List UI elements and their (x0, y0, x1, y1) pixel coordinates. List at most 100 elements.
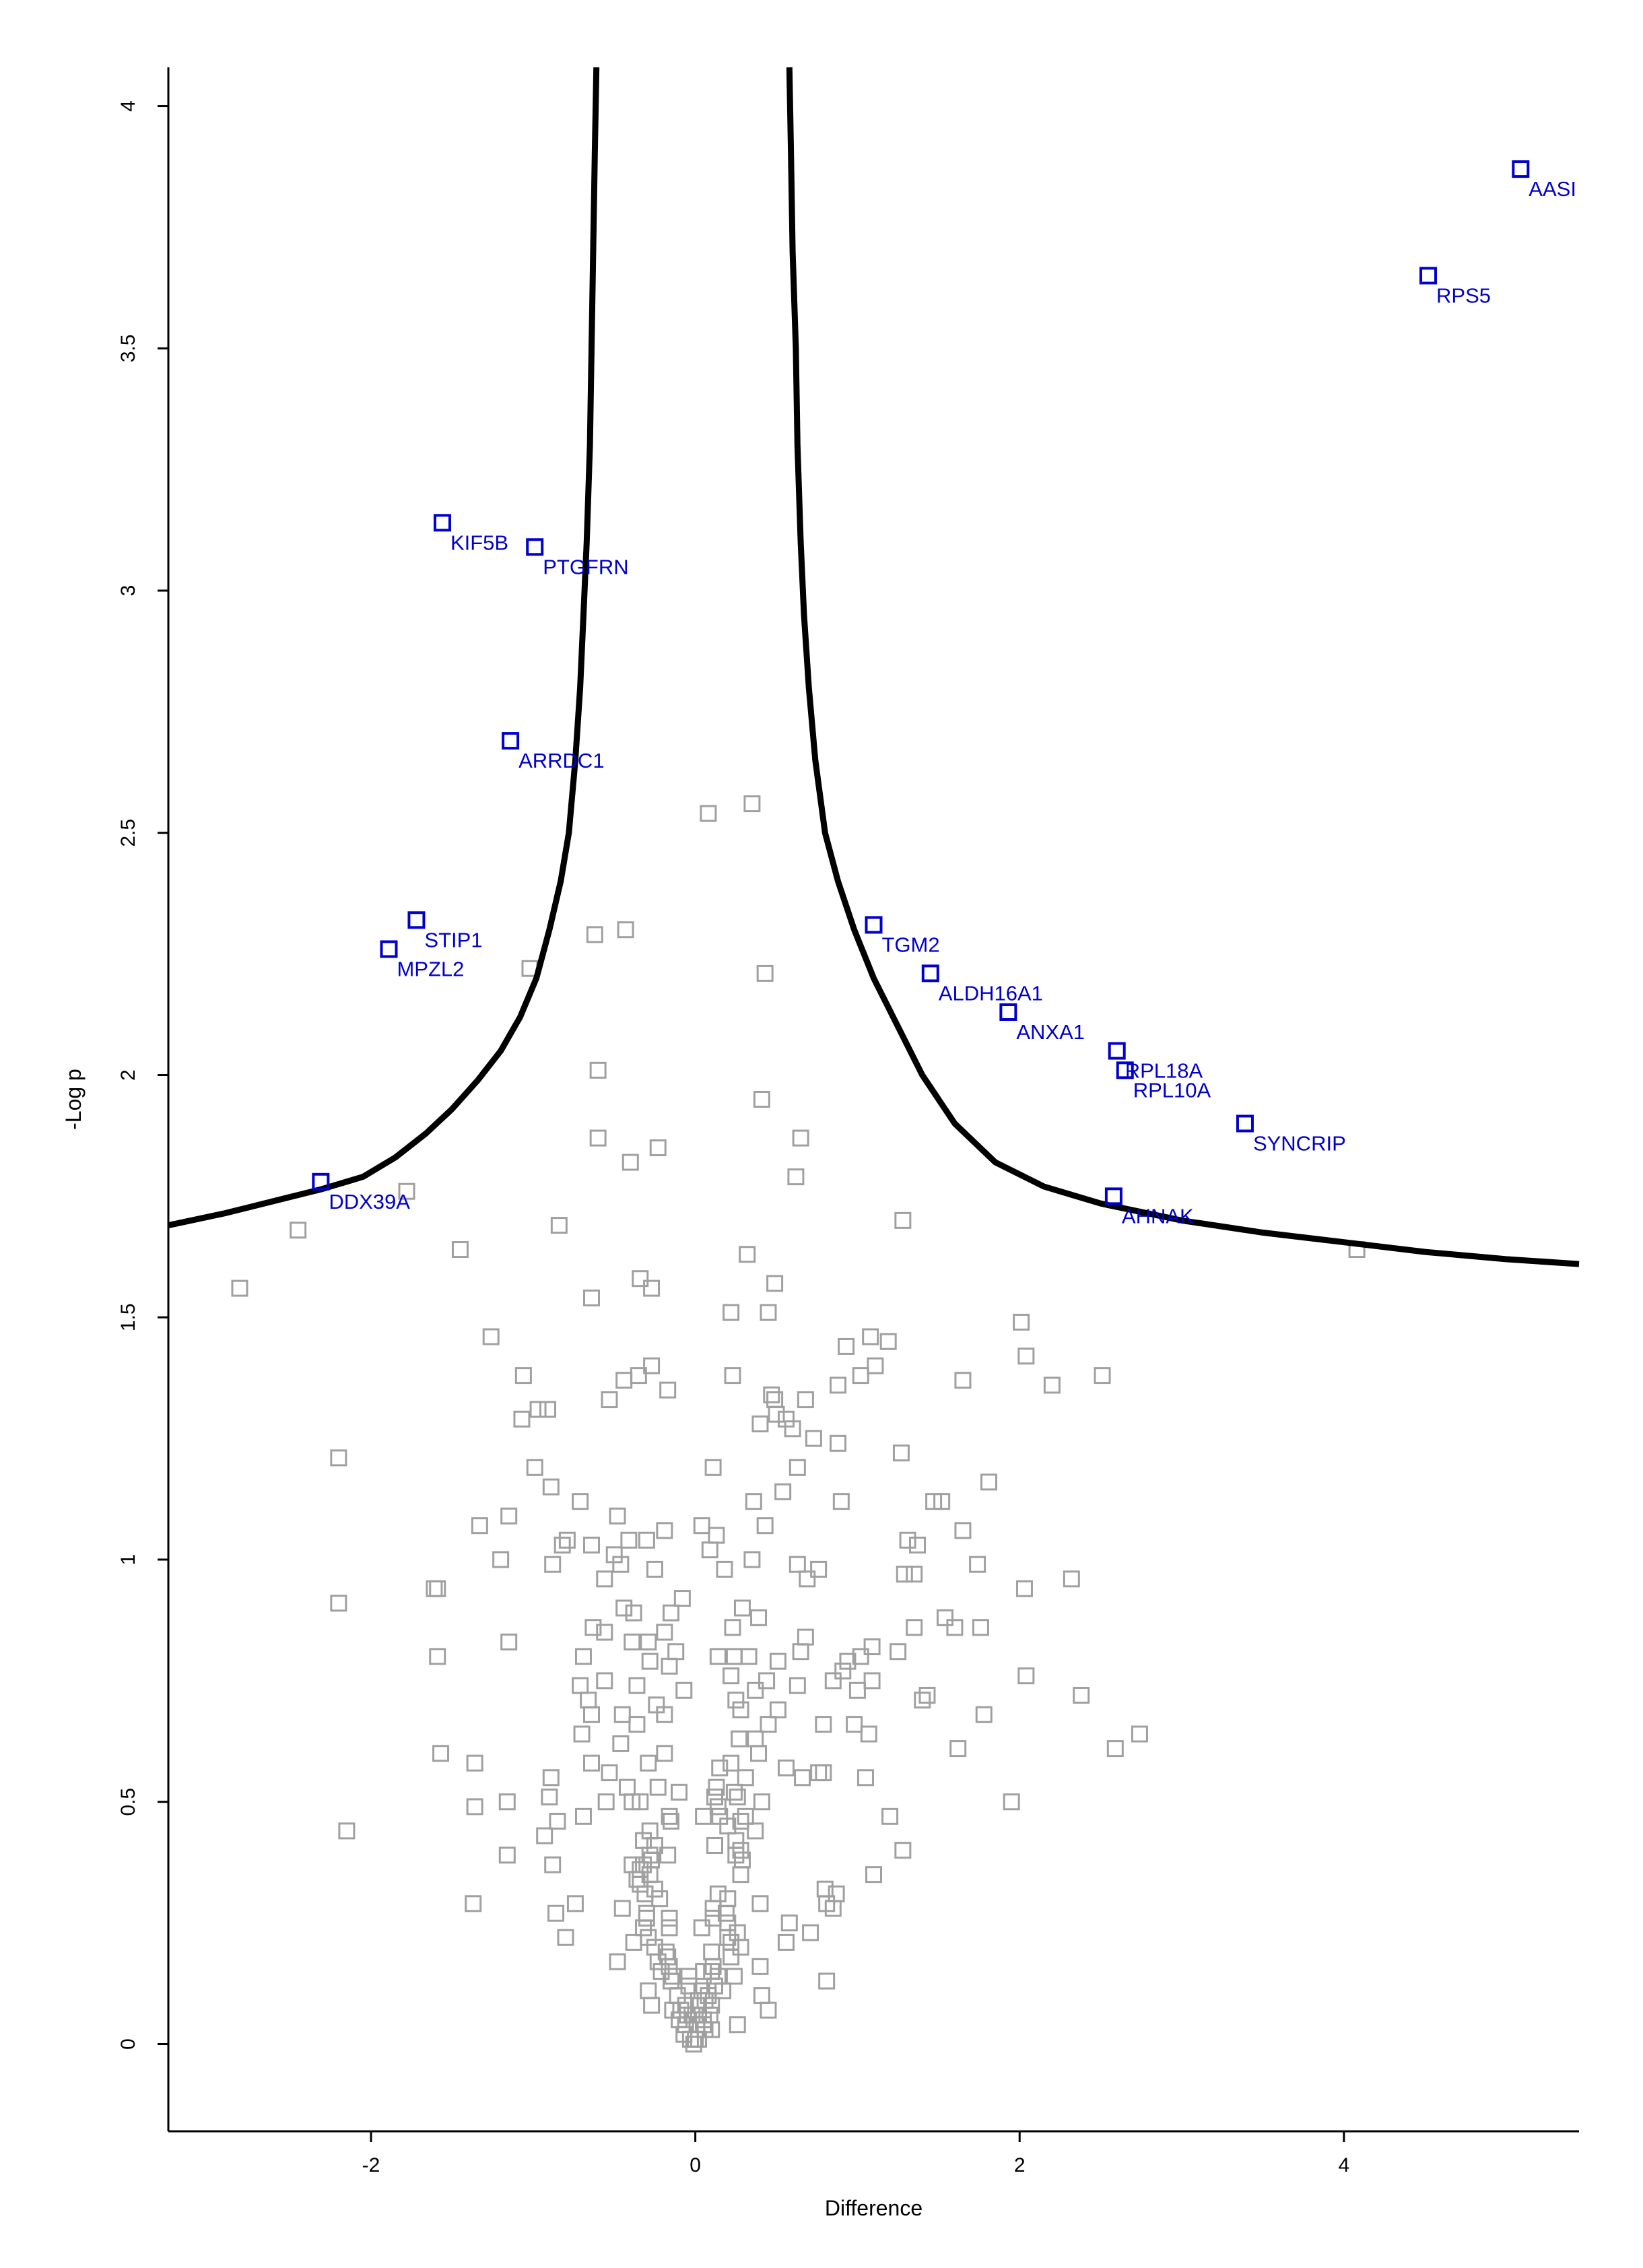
y-tick-label: 3.5 (117, 334, 139, 362)
data-point (894, 1211, 912, 1229)
data-point (622, 1154, 639, 1171)
y-tick-label: 2 (117, 1069, 139, 1081)
threshold-curve-right (786, 67, 1580, 1267)
data-point (789, 1677, 806, 1694)
data-point (725, 1968, 743, 1985)
data-point (693, 1919, 710, 1937)
data-point (426, 1580, 443, 1597)
data-point (635, 1919, 652, 1937)
point-label: MPZL2 (397, 957, 464, 980)
data-point (661, 1807, 678, 1825)
data-point (640, 1754, 657, 1772)
data-point (482, 1328, 500, 1345)
data-point (787, 1168, 805, 1186)
data-point (667, 1643, 685, 1661)
data-point (541, 1789, 558, 1806)
data-point (832, 1493, 850, 1510)
significant-point (1236, 1114, 1254, 1133)
data-point (597, 1793, 615, 1811)
data-point (763, 1386, 780, 1403)
data-point (466, 1798, 483, 1815)
data-point (583, 1289, 600, 1306)
data-point (852, 1367, 869, 1385)
data-point (601, 1391, 618, 1409)
data-point (774, 1483, 792, 1500)
data-point (1131, 1725, 1148, 1743)
data-point (536, 1827, 554, 1844)
data-point (659, 1381, 677, 1399)
data-point (828, 1885, 845, 1902)
point-label: AASI (1529, 177, 1576, 201)
data-point (769, 1701, 786, 1719)
data-point (894, 1842, 912, 1859)
significant-point (921, 964, 939, 982)
data-point (1017, 1347, 1035, 1365)
data-point (797, 1628, 814, 1646)
data-point (572, 1493, 589, 1510)
data-point (231, 1279, 248, 1297)
data-point (727, 1832, 745, 1849)
data-point (596, 1624, 613, 1641)
data-point (810, 1560, 828, 1578)
data-point (632, 1270, 649, 1288)
data-point (708, 1778, 725, 1796)
data-point (529, 1401, 547, 1418)
data-point (890, 1643, 907, 1661)
data-point (701, 1541, 718, 1559)
data-point (792, 1129, 809, 1147)
data-point (933, 1493, 951, 1510)
data-point (640, 1633, 657, 1650)
data-point (596, 1672, 613, 1690)
data-point (750, 1745, 768, 1762)
data-point (612, 1735, 630, 1752)
data-point (760, 2001, 777, 2019)
data-point (596, 1570, 613, 1588)
data-point (723, 1754, 740, 1772)
data-point (739, 1246, 756, 1263)
data-point (638, 1531, 655, 1549)
data-point (465, 1895, 482, 1912)
data-point (398, 1182, 415, 1200)
data-point (589, 1129, 607, 1147)
data-point (500, 1633, 518, 1650)
data-point (1015, 1580, 1033, 1597)
significant-point (865, 916, 883, 934)
data-point (706, 1837, 724, 1855)
data-point (906, 1566, 923, 1583)
significant-points (312, 160, 1530, 1205)
data-point (918, 1686, 936, 1704)
point-label: PTGFRN (543, 555, 628, 578)
point-label: AHNAK (1122, 1204, 1194, 1228)
data-point (514, 1367, 532, 1385)
data-point (700, 805, 717, 822)
data-point (1073, 1686, 1090, 1704)
data-point (656, 1522, 673, 1539)
data-point (760, 1304, 777, 1321)
data-point (805, 1430, 822, 1447)
data-point (549, 1813, 566, 1830)
data-point (1063, 1570, 1080, 1588)
data-point (733, 1599, 751, 1617)
data-point (589, 1061, 607, 1079)
data-point (544, 1856, 562, 1873)
data-point (818, 1972, 836, 1990)
data-point (432, 1745, 450, 1762)
data-point (954, 1522, 972, 1539)
data-point (471, 1517, 488, 1535)
data-point (753, 1793, 770, 1811)
data-point (566, 1895, 584, 1912)
y-axis-title: -Log p (61, 1069, 86, 1130)
data-point (792, 1643, 809, 1661)
data-point (662, 1813, 679, 1830)
data-point (709, 1885, 727, 1902)
data-point (780, 1914, 798, 1932)
data-point (724, 1367, 741, 1385)
data-point (810, 1764, 828, 1782)
data-point (758, 1672, 776, 1690)
data-point (732, 1842, 749, 1859)
data-point (573, 1725, 591, 1743)
data-point (651, 1890, 669, 1908)
data-point (513, 1410, 531, 1428)
data-point (704, 1900, 722, 1917)
